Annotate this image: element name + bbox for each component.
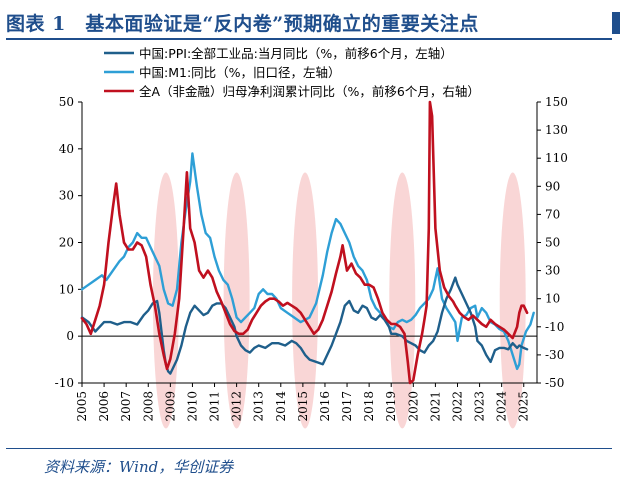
left-tick-label: 40 [59, 142, 74, 156]
figure-title: 图表 1 基本面验证是“反内卷”预期确立的重要关注点 [6, 13, 479, 35]
x-tick-label: 2007 [119, 391, 133, 422]
x-tick-label: 2008 [141, 391, 155, 422]
highlight-ellipse-2 [223, 172, 250, 429]
right-tick-label: 50 [545, 236, 560, 250]
title-rule [6, 38, 612, 40]
legend: 中国:PPI:全部工业品:当月同比（%，前移6个月，左轴） 中国:M1:同比（%，… [104, 46, 480, 99]
x-tick-label: 2025 [517, 391, 531, 422]
right-tick-label: -10 [545, 320, 564, 334]
edge-mark [612, 12, 620, 34]
series-lines [80, 100, 535, 385]
x-tick-label: 2015 [296, 391, 310, 422]
right-tick-label: 110 [545, 151, 568, 165]
right-tick-label: 130 [545, 123, 568, 137]
right-tick-label: 30 [545, 264, 560, 278]
legend-entry-3: 全A（非金融）归母净利润累计同比（%，前移6个月，右轴） [139, 84, 480, 99]
legend-entry-1: 中国:PPI:全部工业品:当月同比（%，前移6个月，左轴） [139, 46, 453, 61]
highlight-bands [152, 172, 526, 429]
source-note: 资料来源：Wind，华创证券 [44, 458, 234, 476]
x-tick-label: 2019 [384, 391, 398, 422]
chart: -10 0 10 20 30 40 50 -50 -30 -10 10 30 50 70 90 110 130 1… [55, 46, 568, 429]
x-tick-label: 2011 [208, 391, 222, 422]
left-tick-label: -10 [55, 376, 74, 390]
x-tick-label: 2020 [406, 391, 420, 422]
source-rule [6, 448, 612, 449]
x-tick-label: 2013 [252, 391, 266, 422]
left-tick-label: 20 [59, 236, 74, 250]
x-tick-label: 2022 [450, 391, 464, 422]
x-tick-label: 2006 [97, 391, 111, 422]
series-line-3 [80, 100, 529, 385]
title-bar: 图表 1 基本面验证是“反内卷”预期确立的重要关注点 [6, 0, 612, 40]
left-tick-label: 0 [66, 329, 74, 343]
x-tick-label: 2017 [340, 391, 354, 422]
x-tick-label: 2005 [75, 391, 89, 422]
x-tick-label: 2009 [163, 391, 177, 422]
right-tick-label: 150 [545, 95, 568, 109]
x-tick-label: 2018 [362, 391, 376, 422]
x-tick-label: 2014 [274, 391, 288, 422]
right-tick-label: 70 [545, 207, 560, 221]
x-tick-label: 2016 [318, 391, 332, 422]
x-tick-label: 2012 [230, 391, 244, 422]
highlight-ellipse-3 [292, 172, 319, 429]
legend-entry-2: 中国:M1:同比（%，旧口径，左轴） [139, 65, 341, 80]
right-tick-label: 10 [545, 292, 560, 306]
highlight-ellipse-5 [499, 172, 526, 429]
x-tick-label: 2024 [495, 391, 509, 422]
left-tick-label: 30 [59, 189, 74, 203]
left-tick-label: 10 [59, 282, 74, 296]
axes: -10 0 10 20 30 40 50 -50 -30 -10 10 30 50 70 90 110 130 1… [55, 95, 568, 422]
right-tick-label: 90 [545, 179, 560, 193]
right-tick-label: -50 [545, 376, 564, 390]
x-tick-label: 2021 [428, 391, 442, 422]
left-tick-label: 50 [59, 95, 74, 109]
highlight-ellipse-1 [152, 172, 179, 429]
x-tick-label: 2023 [473, 391, 487, 422]
series-line-2 [80, 152, 535, 371]
highlight-ellipse-4 [389, 172, 416, 429]
x-tick-label: 2010 [185, 391, 199, 422]
right-tick-label: -30 [545, 348, 564, 362]
